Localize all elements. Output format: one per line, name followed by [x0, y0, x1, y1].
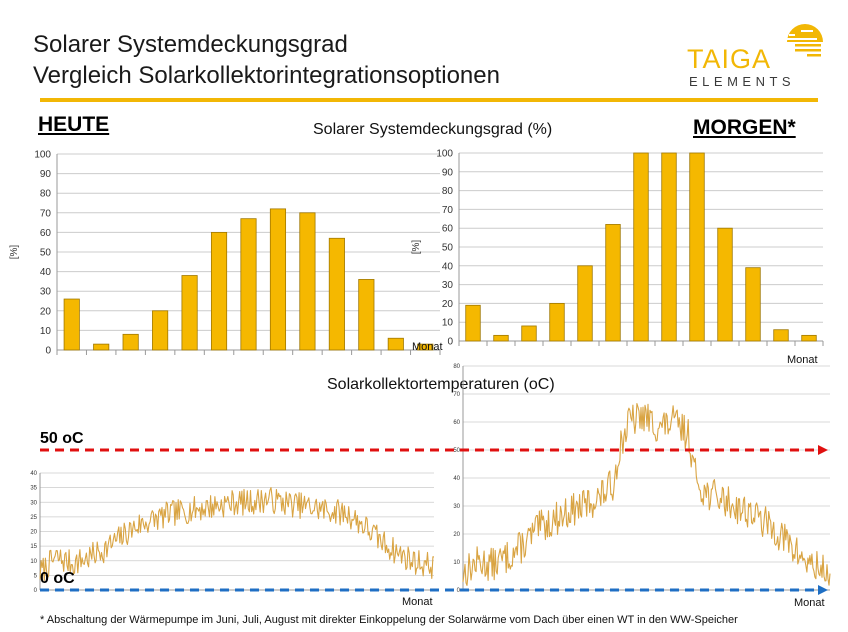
morgen-y-tick-label: 40: [442, 261, 454, 272]
morgen-temperature-chart: 0 10 20 30 40 50 60 70 80: [453, 364, 831, 594]
morgen-y-tick-label: 10: [453, 560, 460, 566]
morgen-y-tick-label: 60: [453, 420, 460, 426]
morgen-y-tick-label: 20: [453, 532, 460, 538]
morgen-bar-6: [605, 224, 621, 342]
morgen-y-tick-label: 60: [442, 224, 454, 235]
heute-temperature-series: [39, 487, 435, 581]
heute-bar-12: [387, 337, 404, 351]
sun-icon: [787, 24, 823, 42]
morgen-bar-1: [465, 304, 481, 342]
heute-y-tick-label: 50: [40, 248, 52, 259]
heute-bar-3: [122, 333, 139, 351]
heute-y-tick-label: 15: [30, 544, 37, 550]
morgen-y-axis-label: [%]: [411, 240, 422, 255]
footnote: * Abschaltung der Wärmepumpe im Juni, Ju…: [40, 614, 738, 626]
x-axis-label-heute-bars: Monat: [412, 341, 443, 353]
morgen-y-tick-label: 10: [442, 318, 454, 329]
reference-line-50-arrowhead: [818, 445, 828, 455]
heute-bar-13: [417, 343, 434, 351]
heute-y-tick-label: 5: [34, 573, 38, 579]
morgen-y-tick-label: 0: [447, 337, 453, 348]
reference-label-0: 0 oC: [40, 570, 75, 587]
morgen-y-tick-label: 40: [453, 476, 460, 482]
heute-bar-8: [269, 208, 287, 351]
logo-word-taiga: TAIGA: [687, 44, 771, 74]
morgen-bar-5: [577, 265, 593, 342]
morgen-bar-4: [549, 302, 565, 342]
label-morgen: MORGEN*: [693, 116, 796, 139]
reference-label-50: 50 oC: [40, 430, 84, 447]
temperature-chart-title: Solarkollektortemperaturen (oC): [327, 376, 555, 393]
morgen-y-tick-label: 100: [436, 149, 453, 160]
x-axis-label-morgen-temp: Monat: [794, 597, 825, 609]
morgen-bar-11: [745, 267, 761, 342]
heute-y-tick-label: 35: [30, 486, 37, 492]
label-heute: HEUTE: [38, 113, 110, 136]
heute-y-tick-label: 40: [40, 267, 52, 278]
morgen-y-tick-label: 50: [442, 243, 454, 254]
morgen-y-tick-label: 90: [442, 167, 454, 178]
page-title-line-1: Solarer Systemdeckungsgrad: [33, 31, 348, 58]
heute-bar-11: [358, 279, 375, 351]
heute-y-tick-label: 20: [40, 306, 52, 317]
morgen-bar-10: [717, 227, 733, 342]
heute-y-tick-label: 40: [30, 471, 37, 477]
heute-bar-5: [181, 275, 198, 351]
morgen-y-tick-label: 80: [453, 364, 460, 370]
morgen-bar-2: [493, 334, 509, 342]
morgen-bar-8: [661, 152, 677, 342]
heute-y-tick-label: 60: [40, 228, 52, 239]
heute-y-tick-label: 0: [34, 588, 38, 594]
heute-y-tick-label: 100: [34, 150, 51, 161]
heute-y-tick-label: 30: [30, 500, 37, 506]
reference-line-0-arrowhead: [818, 585, 828, 595]
morgen-y-tick-label: 70: [442, 205, 454, 216]
heute-bar-1: [63, 298, 80, 351]
heute-bar-chart: 0 10 20 30 40 50 60 70 80 90 100 [%]: [9, 150, 441, 357]
morgen-bar-9: [689, 152, 705, 342]
morgen-y-tick-label: 30: [442, 280, 454, 291]
heute-y-tick-label: 25: [30, 515, 37, 521]
reference-line-50: [40, 445, 828, 455]
heute-y-tick-label: 10: [40, 326, 52, 337]
taiga-elements-logo: TAIGA ELEMENTS: [687, 24, 823, 89]
morgen-bar-12: [773, 329, 789, 342]
heute-bar-9: [299, 212, 316, 351]
heute-y-tick-label: 90: [40, 169, 52, 180]
heute-y-tick-label: 0: [45, 346, 51, 357]
heute-bar-7: [240, 218, 257, 351]
morgen-y-tick-label: 50: [453, 448, 460, 454]
morgen-y-tick-label: 20: [442, 299, 454, 310]
heute-bar-2: [93, 343, 110, 351]
heute-y-tick-label: 30: [40, 287, 52, 298]
title-divider: [40, 98, 818, 102]
x-axis-label-morgen-bars: Monat: [787, 354, 818, 366]
morgen-y-tick-label: 70: [453, 392, 460, 398]
heute-y-tick-label: 70: [40, 208, 52, 219]
morgen-y-tick-label: 80: [442, 186, 454, 197]
morgen-y-tick-label: 0: [457, 588, 461, 594]
reference-line-0: [40, 585, 828, 595]
heute-bar-6: [210, 231, 228, 351]
morgen-bar-7: [633, 152, 649, 342]
morgen-bar-3: [521, 325, 537, 342]
morgen-bar-chart: 0 10 20 30 40 50 60 70 80 90 100 [%]: [411, 149, 824, 348]
heute-y-tick-label: 80: [40, 189, 52, 200]
bar-chart-title: Solarer Systemdeckungsgrad (%): [313, 121, 553, 138]
heute-bar-4: [152, 310, 169, 351]
heute-y-axis-label: [%]: [9, 245, 20, 260]
page-title-line-2: Vergleich Solarkollektorintegrationsopti…: [33, 62, 500, 89]
x-axis-label-heute-temp: Monat: [402, 596, 433, 608]
morgen-temperature-series: [462, 403, 831, 586]
morgen-y-tick-label: 30: [453, 504, 460, 510]
morgen-bar-13: [801, 334, 817, 342]
heute-y-tick-label: 10: [30, 559, 37, 565]
heute-y-tick-label: 20: [30, 530, 37, 536]
heute-bar-10: [328, 237, 345, 351]
heute-temperature-chart: 0 5 10 15 20 25 30 35 40: [30, 471, 435, 594]
logo-word-elements: ELEMENTS: [689, 74, 795, 89]
